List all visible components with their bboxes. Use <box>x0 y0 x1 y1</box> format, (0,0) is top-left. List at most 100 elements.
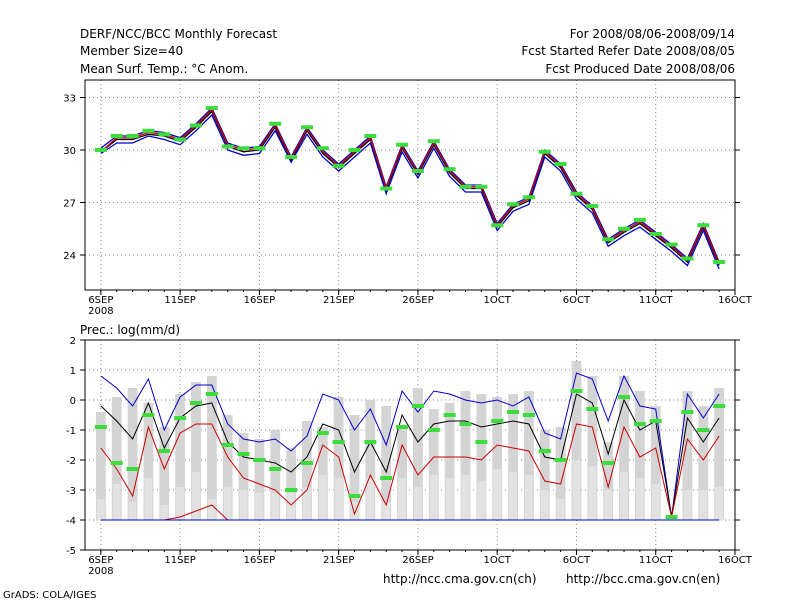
precip-observed-marker <box>681 410 694 414</box>
precip-lower-box <box>604 490 613 520</box>
precip-lower-box <box>715 487 724 520</box>
precip-lower-box <box>287 493 296 520</box>
temp-x-tick-label: 11OCT <box>639 295 674 306</box>
precip-y-tick-label: 0 <box>70 396 76 407</box>
precip-observed-marker <box>380 476 393 480</box>
precip-spread-box <box>682 391 693 520</box>
temp-observed-marker <box>443 167 456 172</box>
precip-spread-box <box>523 391 534 520</box>
precip-spread-box <box>587 376 598 520</box>
temp-line-ensemble-mean <box>100 110 720 266</box>
temp-observed-marker <box>126 134 139 138</box>
precip-x-tick-label: 16SEP <box>244 555 275 566</box>
precip-y-axis: -5 -4 -3 -2 -1 0 1 2 <box>66 336 740 557</box>
precip-observed-marker <box>475 440 488 444</box>
precip-spread-box <box>428 409 439 520</box>
precip-spread-box <box>254 439 265 520</box>
precip-observed-marker <box>158 449 171 453</box>
precip-spread-box <box>317 427 328 520</box>
precip-spread-box <box>539 430 550 520</box>
precip-lower-box <box>398 478 406 520</box>
precip-lower-box <box>239 490 248 520</box>
precip-spread-box <box>95 412 106 520</box>
precip-observed-marker <box>443 413 456 417</box>
precip-lower-box <box>350 502 359 520</box>
temp-observed-marker <box>507 202 520 207</box>
precip-spread-box <box>698 406 709 520</box>
precip-spread-box <box>650 406 661 520</box>
temp-observed-marker <box>538 149 551 154</box>
precip-observed-marker <box>110 461 123 465</box>
precip-spread-box <box>397 427 407 520</box>
ncc-url[interactable]: http://ncc.cma.gov.cn(ch) <box>383 572 537 586</box>
precip-spread-box <box>270 430 281 520</box>
precip-spread-box <box>191 382 201 520</box>
temp-observed-marker <box>491 223 504 228</box>
produced-date: Fcst Produced Date 2008/08/06 <box>545 62 735 76</box>
precip-x-tick-label: 11OCT <box>639 555 674 566</box>
temp-observed-marker <box>221 144 234 149</box>
temp-observed-marker <box>586 204 599 208</box>
precip-lower-box <box>207 499 216 520</box>
temp-y-axis: 24 27 30 33 <box>63 94 740 262</box>
precip-observed-marker <box>602 461 615 465</box>
precip-observed-marker <box>174 416 187 420</box>
precip-spread-box <box>127 388 138 520</box>
precip-lower-box <box>303 487 311 520</box>
precip-spread-box <box>143 403 154 520</box>
temp-observed-marker <box>475 184 488 189</box>
precip-observed-marker <box>300 461 313 465</box>
precip-observed-marker <box>237 452 250 456</box>
precip-observed-marker <box>253 458 266 462</box>
grads-credit: GrADS: COLA/IGES <box>3 590 97 600</box>
precip-lower-box <box>112 484 121 520</box>
temp-observed-marker <box>570 191 583 196</box>
temp-observed-marker <box>411 169 424 173</box>
temp-x-tick-label: 16SEP <box>244 295 275 306</box>
temp-observed-marker <box>94 148 107 152</box>
temp-observed-marker <box>713 260 726 264</box>
precip-observed-marker <box>570 389 583 393</box>
temp-series <box>100 106 720 270</box>
temp-observed-marker <box>459 184 472 189</box>
temp-observed-marker <box>396 142 409 147</box>
precip-lower-box <box>699 490 708 520</box>
forecast-period: For 2008/08/06-2008/09/14 <box>570 27 735 41</box>
temp-line-upper <box>100 106 720 263</box>
precip-spread-box <box>444 403 455 520</box>
precip-x-tick-label: 1OCT <box>484 555 512 566</box>
temp-observed-markers <box>94 106 726 264</box>
precip-spread-box <box>302 421 312 520</box>
precip-observed-marker <box>507 410 520 414</box>
temp-observed-marker <box>285 155 298 159</box>
precip-lower-box <box>223 487 232 520</box>
temp-x-tick-label: 26SEP <box>402 295 433 306</box>
precip-lower-box <box>334 478 343 520</box>
temp-observed-marker <box>681 256 694 261</box>
precip-observed-marker <box>94 425 107 429</box>
precip-lower-box <box>271 493 280 520</box>
precip-y-tick-label: 1 <box>70 366 76 377</box>
precip-spread-box <box>476 394 487 520</box>
temp-line-mid <box>100 108 720 265</box>
temp-y-tick-label: 30 <box>63 146 76 157</box>
precip-observed-marker <box>332 440 345 444</box>
precip-y-tick-label: -1 <box>66 426 76 437</box>
precip-spread-box <box>634 391 645 520</box>
precip-line-ensemble-mean <box>100 393 720 518</box>
precip-lower-box <box>493 469 502 520</box>
temp-y-tick-label: 27 <box>63 199 76 210</box>
precip-x-tick-label: 26SEP <box>402 555 433 566</box>
precip-observed-marker <box>285 488 298 492</box>
temp-observed-marker <box>554 162 567 166</box>
precip-observed-marker <box>427 428 440 432</box>
precip-observed-marker <box>205 392 218 396</box>
precip-spread-box <box>111 397 122 520</box>
precip-observed-marker <box>522 413 535 417</box>
temp-observed-marker <box>364 134 377 138</box>
precip-spread-box <box>571 361 582 520</box>
bcc-url[interactable]: http://bcc.cma.gov.cn(en) <box>566 572 720 586</box>
precip-lower-box <box>255 493 264 520</box>
precip-spread-box <box>238 433 249 520</box>
